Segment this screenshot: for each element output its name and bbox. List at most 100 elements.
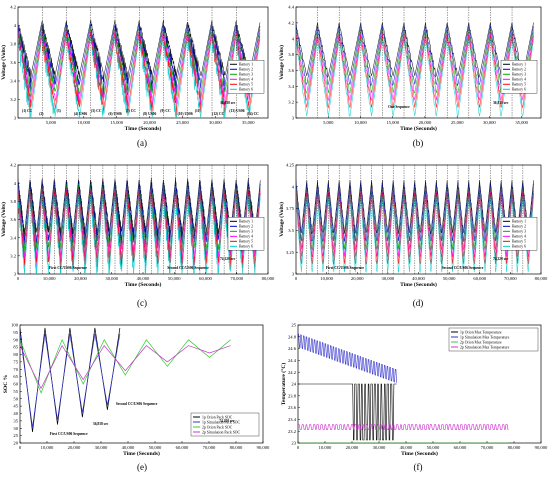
legend-entry: Battery 5 (512, 83, 526, 87)
y-tick-label: 3.6 (10, 60, 16, 65)
segment-label: (7) CC (126, 109, 137, 113)
y-tick-label: 24.8 (288, 334, 297, 339)
legend-entry: 2p Simulation Pack SOC (202, 430, 241, 434)
x-axis-label: Time (Seconds) (125, 281, 162, 288)
y-tick-label: 24.6 (288, 346, 297, 351)
legend-entry: Battery 3 (512, 230, 526, 234)
segment-label: (2) (39, 112, 44, 116)
y-tick-label: 3 (14, 116, 17, 121)
chart-f: 23 23.2 23.4 23.6 23.8 24 24.2 24.4 24.6 24.8 25 0 1… (280, 323, 548, 472)
x-tick-label: 10,000 (41, 445, 54, 451)
x-axis-label: Time (Seconds) (400, 281, 437, 288)
legend-entry: 2p Simulation Max Temperature (460, 345, 510, 349)
y-tick-label: 4.2 (10, 5, 16, 10)
segment-label: (4) US06 (74, 112, 87, 116)
y-tick-label: 75 (13, 359, 18, 364)
legend-entry: Battery 4 (239, 235, 253, 239)
chart-a: 3 3.2 3.4 3.6 3.8 4 4.2 5,000 10,000 15,000 20,000… (0, 5, 269, 148)
x-tick-label: 0 (17, 276, 20, 281)
y-tick-label: 3.4 (10, 235, 16, 240)
plot-area (296, 165, 534, 274)
panel-caption: (c) (137, 298, 147, 308)
y-tick-label: 20 (13, 441, 18, 446)
legend-entry: Battery 3 (239, 73, 253, 77)
y-axis-label: Temperature (°C) (280, 363, 287, 406)
legend-entry: Battery 4 (512, 78, 526, 82)
x-tick-label: 60,000 (454, 445, 467, 451)
y-tick-label: 3.8 (10, 42, 16, 47)
x-tick-label: 10,000 (43, 276, 56, 282)
y-tick-label: 3.2 (10, 97, 16, 102)
panel-caption: (d) (413, 298, 424, 308)
x-tick-label: 70,000 (230, 276, 243, 282)
x-tick-label: 20,000 (68, 445, 81, 451)
y-tick-label: 35 (13, 418, 18, 423)
y-tick-label: 95 (13, 330, 18, 335)
sequence-label: First CC/US06 Sequence (50, 432, 88, 436)
x-tick-label: 70,000 (504, 276, 517, 282)
legend-entry: 1p Orion Max Temperature (460, 330, 502, 334)
x-tick-label: 10,000 (319, 445, 332, 451)
legend-entry: Battery 5 (239, 83, 253, 87)
x-tick-label: 30,000 (95, 445, 108, 451)
x-tick-label: 10,000 (320, 276, 333, 282)
y-tick-label: 4 (14, 181, 17, 186)
x-axis-label: Time (Seconds) (400, 125, 437, 132)
y-tick-label: 23.4 (288, 417, 297, 422)
y-tick-label: 60 (13, 382, 18, 387)
x-tick-label: 40,000 (400, 445, 413, 451)
legend-entry: Battery 2 (512, 68, 526, 72)
x-tick-label: 10,000 (354, 120, 367, 126)
x-tick-label: 30,000 (105, 276, 118, 282)
y-tick-label: 40 (13, 411, 18, 416)
x-tick-label: 80,000 (230, 445, 243, 451)
y-axis-label: Voltage (Volts) (0, 202, 7, 237)
x-tick-label: 30,000 (382, 276, 395, 282)
y-tick-label: 3.75 (286, 206, 295, 211)
x-tick-label: 20,000 (419, 120, 432, 126)
x-tick-label: 80,000 (508, 445, 521, 451)
legend-entry: Battery 6 (512, 88, 526, 92)
x-tick-label: 35,000 (515, 120, 528, 126)
time-annotation: 36,838 sec (493, 101, 509, 105)
plot-area (296, 7, 534, 118)
y-tick-label: 24.4 (288, 358, 297, 363)
y-tick-label: 3.8 (10, 199, 16, 204)
x-tick-label: 70,000 (481, 445, 494, 451)
y-tick-label: 30 (13, 426, 18, 431)
sequence-label: First CC/US06 Sequence (49, 266, 87, 270)
plot-area (20, 327, 231, 432)
y-tick-label: 70 (13, 367, 18, 372)
series-line-soc-4 (20, 344, 231, 390)
y-tick-label: 4 (292, 36, 295, 41)
x-tick-label: 15,000 (386, 120, 399, 126)
series-line-temp-1 (298, 383, 397, 441)
chart-b: 3 3.2 3.4 3.6 3.8 4 4.2 4.4 5,000 10,000 15,000 20,… (278, 5, 542, 148)
legend-entry: Battery 1 (512, 220, 526, 224)
y-tick-label: 3.2 (288, 100, 294, 105)
legend-entry: Battery 5 (239, 240, 253, 244)
x-tick-label: 0 (19, 445, 22, 450)
y-tick-label: 100 (11, 323, 19, 328)
y-tick-label: 65 (13, 374, 18, 379)
y-tick-label: 3.25 (286, 250, 295, 255)
y-tick-label: 3 (292, 116, 295, 121)
y-tick-label: 23.8 (288, 393, 297, 398)
sequence-label: One Sequence (388, 105, 410, 109)
x-tick-label: 5,000 (323, 120, 334, 126)
y-tick-label: 3 (292, 272, 295, 277)
segment-label: (3) (57, 109, 62, 113)
plot-area (298, 333, 509, 443)
y-tick-label: 25 (291, 323, 296, 328)
segment-label: (11) (195, 109, 202, 113)
series-line-battery-2 (18, 180, 261, 251)
y-tick-label: 4 (14, 23, 17, 28)
segment-label: (9) CC (160, 109, 171, 113)
y-tick-label: 24.2 (288, 370, 297, 375)
segment-label: (8) US06 (143, 112, 156, 116)
series-line-battery-4 (18, 29, 261, 111)
time-annotation: 74,220 sec (220, 257, 236, 261)
legend-entry: Battery 1 (239, 220, 253, 224)
series-line-battery-6 (296, 38, 534, 117)
